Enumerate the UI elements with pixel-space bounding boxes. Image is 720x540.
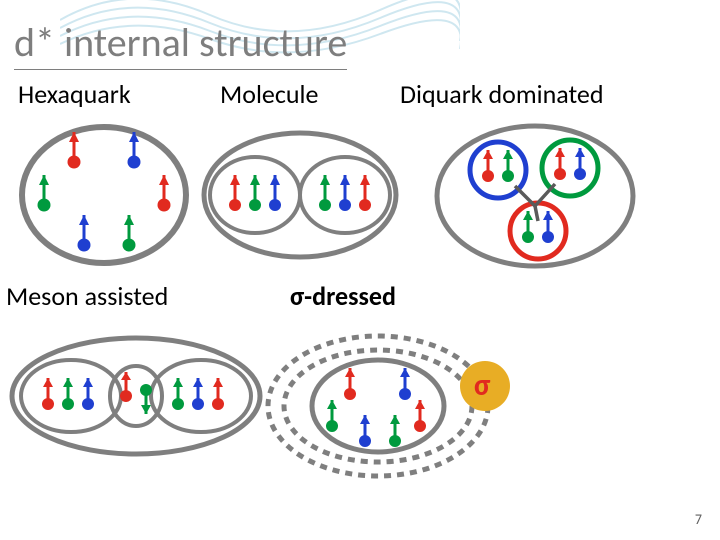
diagram-hexaquark	[14, 110, 194, 270]
diagram-molecule	[200, 110, 400, 270]
label-molecule: Molecule	[220, 78, 318, 110]
label-hexaquark: Hexaquark	[18, 78, 131, 110]
diagram-sigma	[260, 318, 540, 488]
diagram-diquark	[430, 106, 640, 276]
label-meson: Meson assisted	[6, 280, 168, 312]
label-sigma-dressed: σ-dressed	[290, 280, 396, 312]
page-number: 7	[695, 511, 702, 528]
page-title: d* internal structure	[14, 18, 347, 70]
label-sigma: σ	[474, 367, 490, 404]
diagram-meson	[6, 318, 266, 468]
